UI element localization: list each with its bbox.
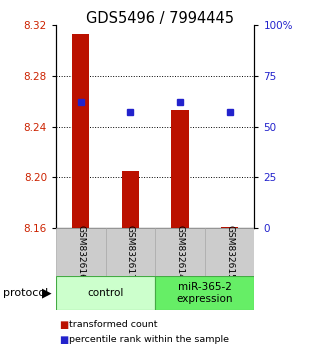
Bar — [171, 110, 189, 228]
Text: control: control — [87, 288, 124, 298]
Bar — [221, 227, 238, 228]
Bar — [106, 228, 155, 276]
Text: ■: ■ — [59, 335, 68, 345]
Text: GSM832617: GSM832617 — [126, 225, 135, 280]
Bar — [205, 228, 254, 276]
Bar — [155, 276, 254, 310]
Bar — [56, 228, 106, 276]
Bar — [122, 171, 139, 228]
Bar — [56, 276, 155, 310]
Text: ▶: ▶ — [42, 287, 51, 299]
Text: protocol: protocol — [3, 288, 48, 298]
Text: miR-365-2
expression: miR-365-2 expression — [177, 282, 233, 304]
Text: transformed count: transformed count — [69, 320, 157, 330]
Text: GSM832615: GSM832615 — [225, 225, 234, 280]
Text: GDS5496 / 7994445: GDS5496 / 7994445 — [86, 11, 234, 26]
Text: GSM832616: GSM832616 — [76, 225, 85, 280]
Text: ■: ■ — [59, 320, 68, 330]
Bar — [155, 228, 205, 276]
Bar — [72, 34, 90, 228]
Text: GSM832614: GSM832614 — [175, 225, 185, 280]
Text: percentile rank within the sample: percentile rank within the sample — [69, 335, 229, 344]
